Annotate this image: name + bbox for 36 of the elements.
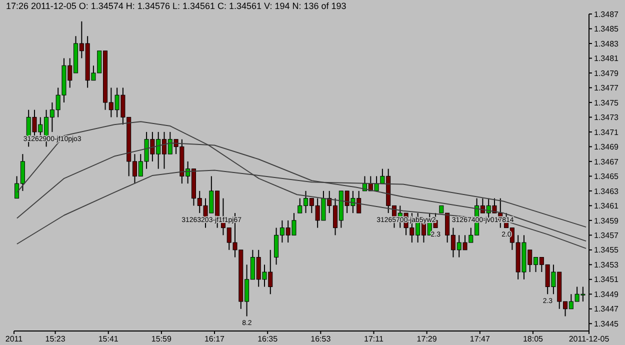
x-tick-label: 17:47 xyxy=(470,334,490,344)
x-tick-label: 16:53 xyxy=(310,334,332,344)
x-tick-label: 15:23 xyxy=(45,334,66,344)
y-tick-label: 1.3473 xyxy=(594,113,620,122)
y-tick-label: 1.3451 xyxy=(594,275,620,284)
y-tick-label: 1.3485 xyxy=(594,24,620,34)
chart-title: 17:26 2011-12-05 O: 1.34574 H: 1.34576 L: 1.34561 C: 1.34561 V: 194 N: 136 of 193 xyxy=(6,1,346,11)
x-tick-label: 17:29 xyxy=(416,334,438,344)
y-tick-label: 1.3481 xyxy=(594,54,620,64)
y-tick-label: 1.3467 xyxy=(594,157,620,166)
line-series xyxy=(16,121,587,249)
y-tick-label: 1.3459 xyxy=(594,216,620,226)
y-tick-label: 1.3487 xyxy=(594,10,620,19)
x-tick-label: 2011-12-05 xyxy=(568,334,610,344)
y-tick-label: 1.3475 xyxy=(594,98,620,108)
y-tick-label: 1.3483 xyxy=(594,39,620,48)
y-tick-label: 1.3445 xyxy=(594,319,620,328)
x-tick-label: 15:59 xyxy=(151,334,172,344)
y-tick-label: 1.3465 xyxy=(594,172,620,182)
y-tick-label: 1.3469 xyxy=(594,142,620,152)
x-tick-label: 16:17 xyxy=(204,334,226,344)
x-tick-label: 2011 xyxy=(5,334,24,344)
y-tick-label: 1.3455 xyxy=(594,246,620,255)
y-tick-label: 1.3457 xyxy=(594,231,620,240)
x-tick-label: 18:05 xyxy=(522,334,544,344)
y-tick-label: 1.3449 xyxy=(594,290,620,299)
y-tick-label: 1.3479 xyxy=(594,68,620,78)
y-tick-label: 1.3477 xyxy=(594,84,620,93)
x-tick-label: 15:41 xyxy=(98,334,119,344)
y-tick-label: 1.3461 xyxy=(594,202,620,211)
y-tick-label: 1.3447 xyxy=(594,304,620,314)
y-tick-label: 1.3453 xyxy=(594,260,620,270)
x-tick-label: 17:11 xyxy=(364,334,384,344)
x-tick-label: 16:35 xyxy=(258,334,278,344)
y-tick-label: 1.3471 xyxy=(594,128,620,137)
y-tick-label: 1.3463 xyxy=(594,186,620,196)
